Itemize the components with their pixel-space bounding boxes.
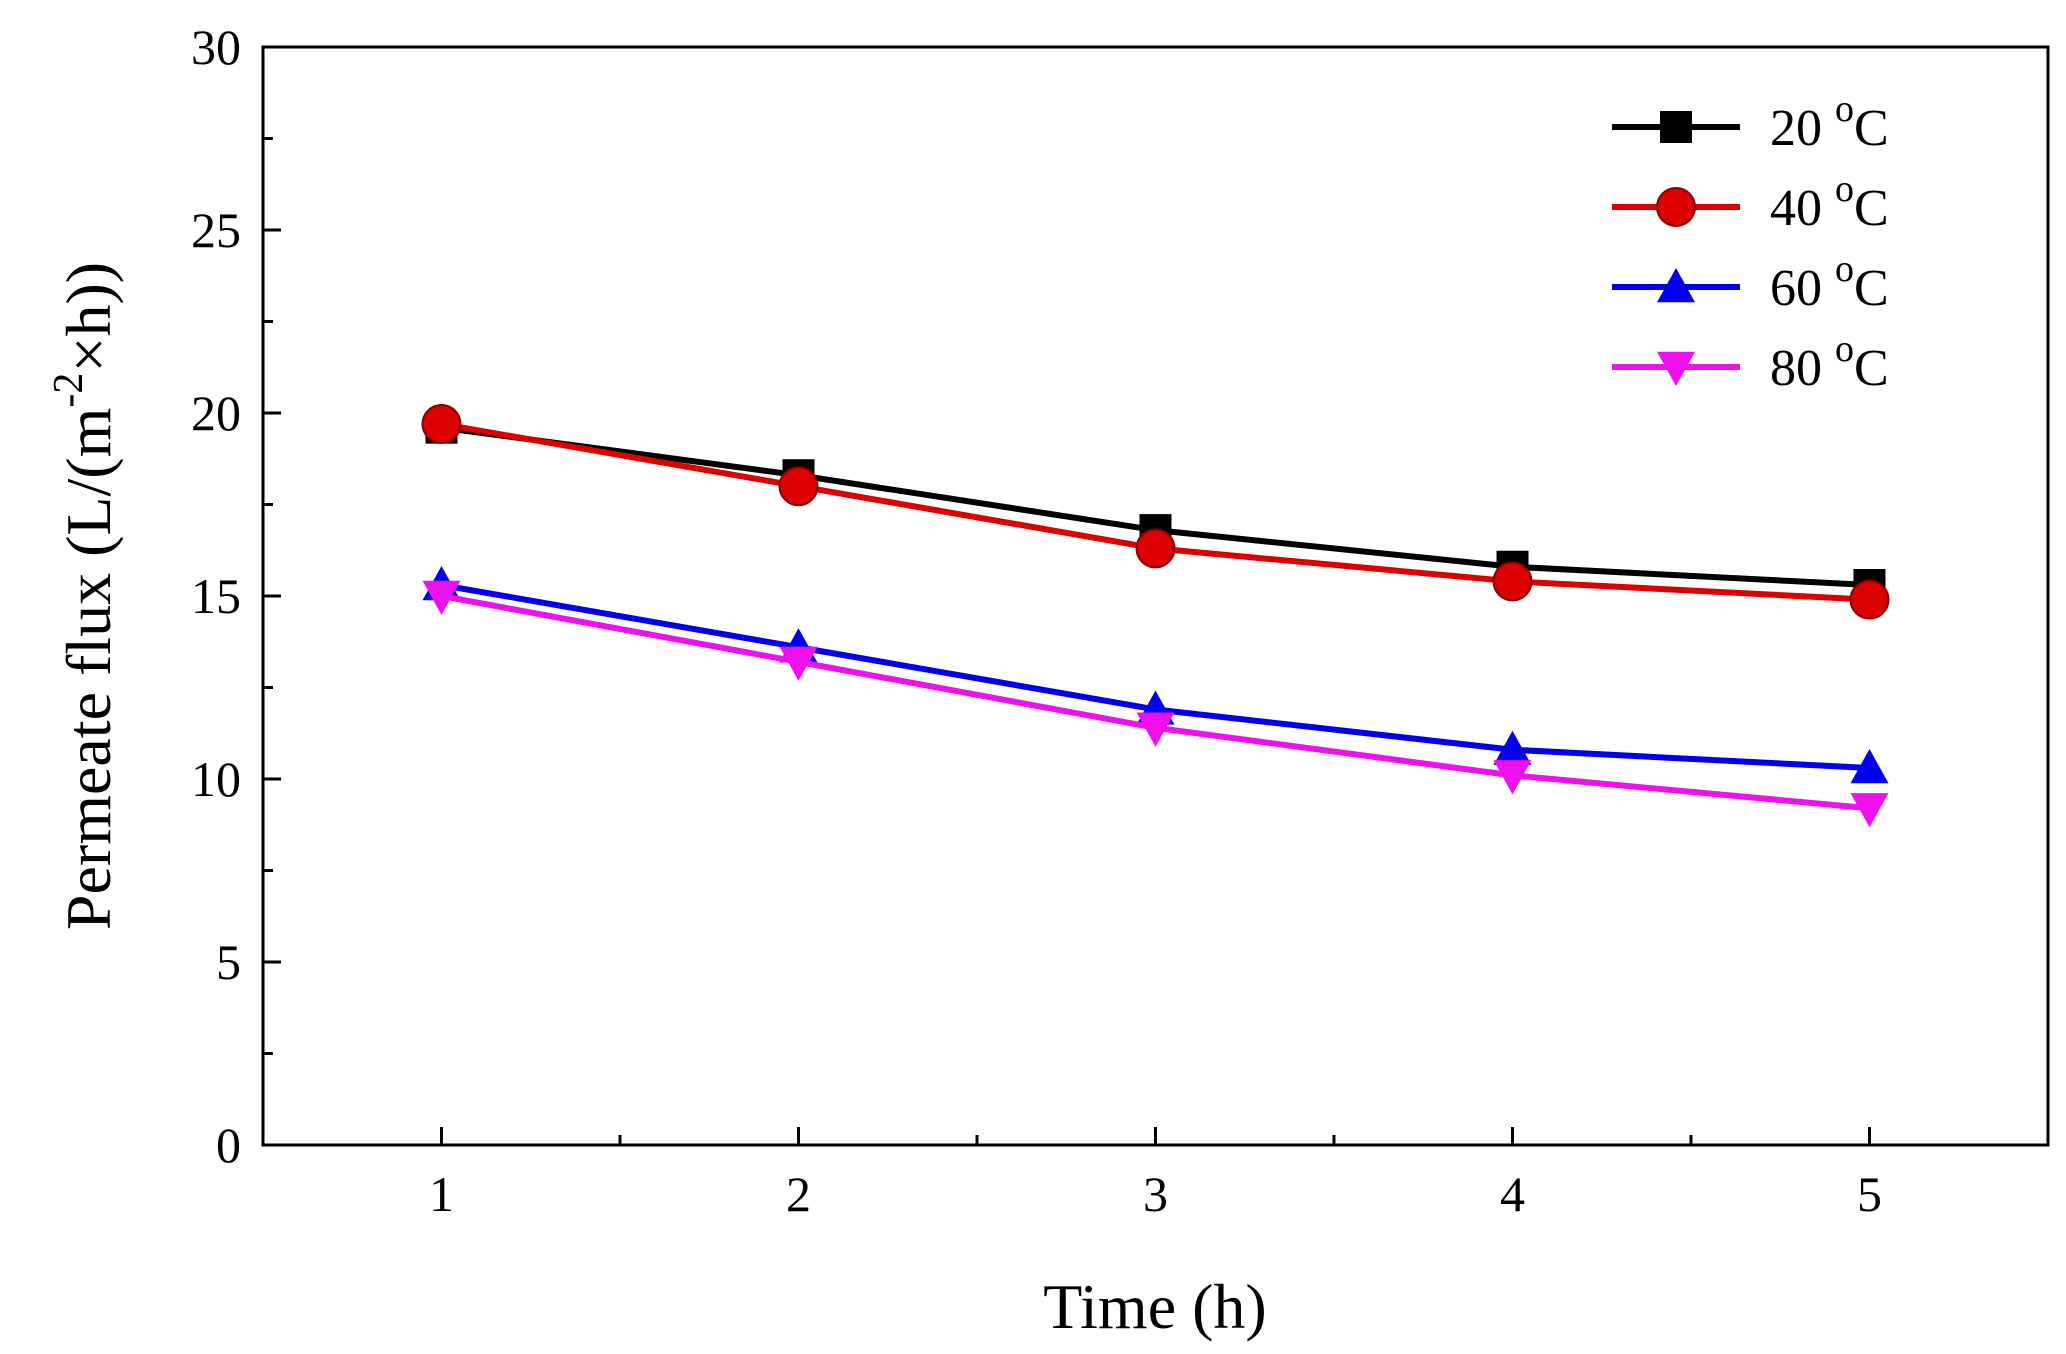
data-point xyxy=(1492,561,1533,602)
legend-unit: C xyxy=(1854,100,1889,157)
y-tick-label: 25 xyxy=(191,202,241,258)
series-20 xyxy=(425,411,1886,602)
legend-degree-sup: o xyxy=(1835,328,1854,370)
legend-degree-sup: o xyxy=(1835,248,1854,290)
x-tick-label: 1 xyxy=(429,1166,454,1222)
legend-item: 80 oC xyxy=(1612,328,1889,397)
data-point xyxy=(421,403,462,444)
y-tick-label: 10 xyxy=(191,751,241,807)
x-tick-label: 3 xyxy=(1143,1166,1168,1222)
legend-item: 20 oC xyxy=(1612,88,1889,157)
series-60 xyxy=(422,566,1889,784)
legend-value: 20 xyxy=(1770,100,1835,157)
y-axis-title: Permeate flux (L/(m-2×h)) xyxy=(46,262,124,930)
legend-unit: C xyxy=(1854,340,1889,397)
series-layer xyxy=(421,403,1890,828)
y-tick-label: 5 xyxy=(216,934,241,990)
legend-degree-sup: o xyxy=(1835,168,1854,210)
y-axis: 0 5 10 15 20 25 30 xyxy=(191,19,281,1173)
y-tick-label: 30 xyxy=(191,19,241,75)
legend-label: 40 oC xyxy=(1770,168,1889,237)
data-point xyxy=(1136,712,1175,747)
y-tick-label: 0 xyxy=(216,1117,241,1173)
data-point xyxy=(422,580,461,615)
legend-unit: C xyxy=(1854,180,1889,237)
x-axis-title: Time (h) xyxy=(1043,1271,1266,1342)
y-tick-label: 15 xyxy=(191,568,241,624)
data-point xyxy=(1135,528,1176,569)
y-tick-label: 20 xyxy=(191,385,241,441)
y-axis-title-superscript: -2 xyxy=(46,373,92,408)
data-point xyxy=(1493,730,1532,765)
series-80 xyxy=(422,580,1889,828)
legend-unit: C xyxy=(1854,260,1889,317)
x-axis: 1 2 3 4 5 xyxy=(429,1127,1882,1222)
legend-label: 60 oC xyxy=(1770,248,1889,317)
x-tick-label: 4 xyxy=(1500,1166,1525,1222)
y-axis-title-main: Permeate flux (L/(m xyxy=(53,408,124,930)
legend-value: 80 xyxy=(1770,340,1835,397)
y-axis-title-tail: ×h)) xyxy=(53,262,124,373)
series-40 xyxy=(421,403,1890,620)
data-point xyxy=(778,466,819,507)
legend-value: 60 xyxy=(1770,260,1835,317)
x-tick-label: 2 xyxy=(786,1166,811,1222)
data-point xyxy=(1493,760,1532,795)
data-point xyxy=(1850,793,1889,828)
legend-item: 40 oC xyxy=(1612,168,1889,237)
legend-marker xyxy=(1660,111,1692,143)
legend-label: 80 oC xyxy=(1770,328,1889,397)
data-point xyxy=(779,646,818,681)
legend-degree-sup: o xyxy=(1835,88,1854,130)
data-point xyxy=(1850,749,1889,784)
legend-marker xyxy=(1657,351,1695,386)
legend-item: 60 oC xyxy=(1612,248,1889,317)
legend-label: 20 oC xyxy=(1770,88,1889,157)
data-point xyxy=(1849,579,1890,620)
x-tick-label: 5 xyxy=(1857,1166,1882,1222)
legend-marker xyxy=(1656,187,1696,227)
legend-value: 40 xyxy=(1770,180,1835,237)
legend-marker xyxy=(1657,268,1695,303)
